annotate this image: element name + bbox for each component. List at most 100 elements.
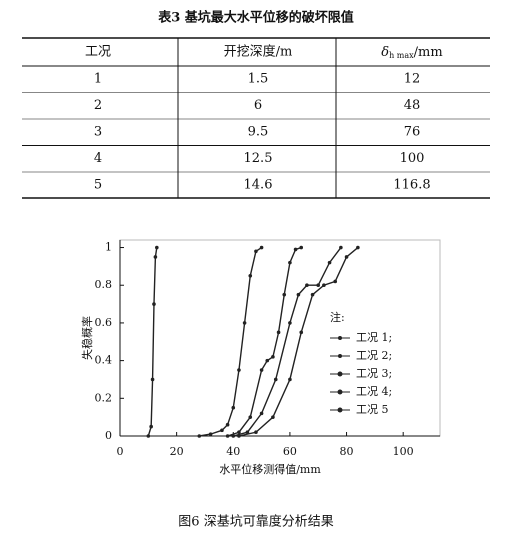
point <box>149 424 153 429</box>
x-tick-label: 20 <box>170 445 184 458</box>
point <box>155 245 159 250</box>
chart-title: 图6 深基坑可靠度分析结果 <box>178 514 333 530</box>
table-cell: 4 <box>94 151 102 166</box>
x-tick-label: 80 <box>340 445 354 458</box>
point <box>282 292 287 297</box>
legend-label: 工况 4; <box>356 385 392 398</box>
point <box>271 415 275 419</box>
table-cell: 5 <box>94 178 102 193</box>
point <box>146 434 151 438</box>
point <box>333 279 338 284</box>
series-line <box>199 246 262 437</box>
point <box>293 247 298 252</box>
point <box>322 283 326 288</box>
point <box>220 428 224 433</box>
header-cell: δh max/mm <box>381 45 442 61</box>
table-title: 表3 基坑最大水平位移的破坏限值 <box>157 10 354 26</box>
x-tick-label: 100 <box>393 445 414 458</box>
point <box>150 377 155 382</box>
point <box>273 377 278 382</box>
point <box>259 411 264 416</box>
table-cell: 76 <box>404 125 421 140</box>
y-tick-label: 0.8 <box>95 278 113 291</box>
point <box>327 260 332 265</box>
table-cell: 1 <box>94 72 102 87</box>
point <box>254 430 258 435</box>
point <box>225 434 230 438</box>
y-tick-label: 0.4 <box>95 354 113 367</box>
header-cell: 工况 <box>85 45 111 60</box>
point <box>245 430 250 435</box>
point <box>197 434 202 438</box>
y-tick-label: 0 <box>105 429 112 442</box>
legend-marker <box>337 407 343 413</box>
y-tick-label: 1 <box>105 241 112 254</box>
point <box>276 330 281 335</box>
point <box>231 434 236 438</box>
x-tick-label: 60 <box>283 445 297 458</box>
point <box>288 321 292 325</box>
point <box>299 245 304 250</box>
point <box>231 405 236 410</box>
x-tick-label: 0 <box>117 445 124 458</box>
point <box>339 245 343 250</box>
table-cell: 1.5 <box>248 72 269 87</box>
table-cell: 3 <box>94 125 102 140</box>
series-line <box>233 247 342 437</box>
legend-label: 工况 2; <box>356 349 392 362</box>
header-subscript: h max <box>389 51 414 60</box>
point <box>356 245 360 250</box>
table-cell: 12 <box>404 72 421 87</box>
table-cell: 2 <box>94 98 102 113</box>
point <box>316 283 321 288</box>
point <box>242 321 247 325</box>
point <box>271 355 275 359</box>
series-line <box>147 247 158 437</box>
x-axis-label: 水平位移测得值/mm <box>219 462 321 476</box>
table-cell: 14.6 <box>244 178 273 193</box>
point <box>296 292 301 297</box>
point <box>265 358 270 363</box>
table-cell: 6 <box>254 98 262 113</box>
header-symbol: δ <box>381 45 389 60</box>
x-tick-label: 40 <box>226 445 240 458</box>
point <box>208 432 213 436</box>
point <box>344 255 349 259</box>
legend-title: 注: <box>330 310 345 324</box>
point <box>259 245 264 250</box>
point <box>152 302 156 306</box>
point <box>288 377 292 382</box>
point <box>254 249 258 254</box>
point <box>310 292 315 297</box>
legend-marker <box>338 336 342 340</box>
legend-label: 工况 5 <box>356 403 389 416</box>
point <box>259 368 264 372</box>
y-axis-label: 失稳概率 <box>80 316 94 360</box>
header-cell: 开挖深度/m <box>224 44 293 60</box>
table-cell: 116.8 <box>393 178 430 193</box>
point <box>299 330 304 335</box>
table-cell: 12.5 <box>244 151 273 166</box>
legend-marker <box>338 354 342 358</box>
point <box>237 434 241 438</box>
point <box>237 368 241 372</box>
table-cell: 100 <box>400 151 425 166</box>
point <box>153 255 158 259</box>
legend-marker <box>337 371 343 377</box>
y-tick-label: 0.2 <box>95 391 113 404</box>
point <box>305 283 309 288</box>
legend-label: 工况 3; <box>356 367 392 380</box>
series-line <box>238 246 359 437</box>
legend-label: 工况 1; <box>356 331 392 344</box>
header-unit: /mm <box>414 45 443 60</box>
y-tick-label: 0.6 <box>95 316 113 329</box>
point <box>225 422 230 427</box>
table-cell: 48 <box>404 98 421 113</box>
table-cell: 9.5 <box>248 125 269 140</box>
point <box>288 260 292 265</box>
point <box>248 274 253 278</box>
legend-marker <box>337 389 343 395</box>
point <box>237 430 241 435</box>
